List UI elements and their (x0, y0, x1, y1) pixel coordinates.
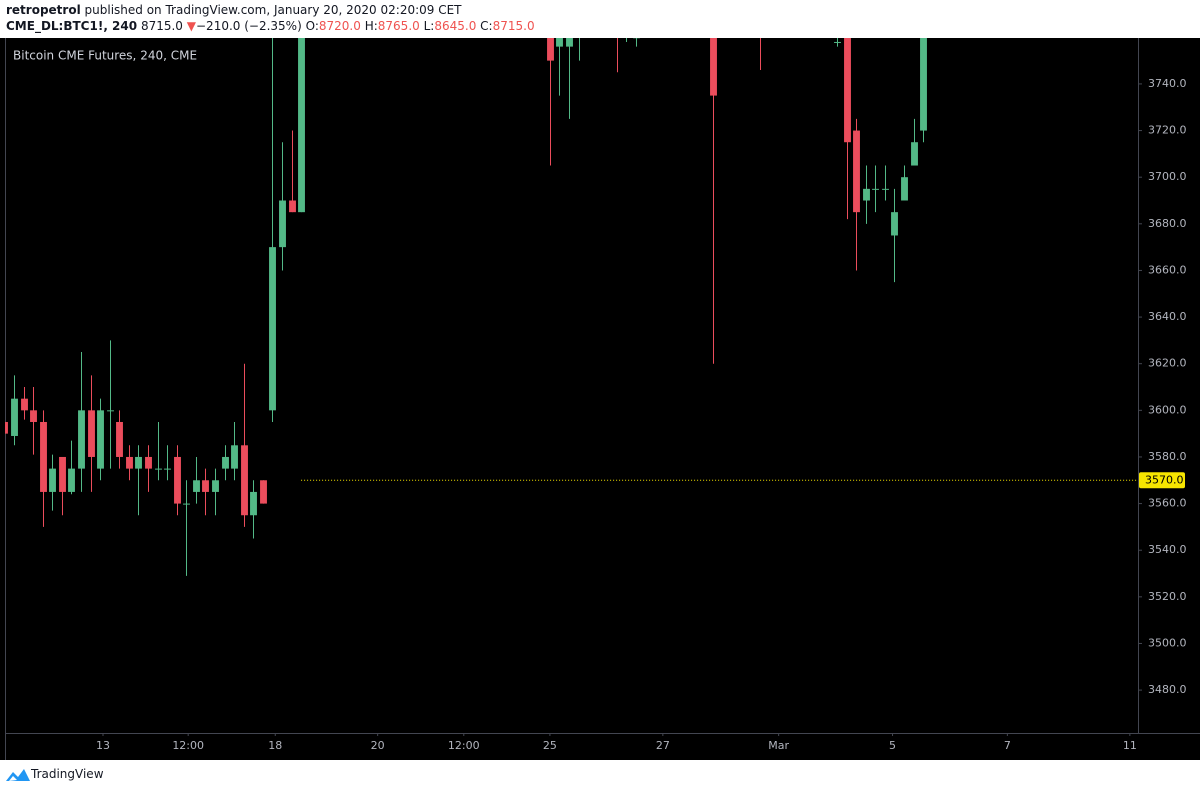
close-label: C: (480, 19, 493, 33)
x-tick-label: 27 (656, 739, 670, 752)
candle-body (135, 456, 142, 469)
candle-body (126, 456, 133, 469)
y-tick-label: 3660.0 (1148, 263, 1187, 276)
symbol: CME_DL:BTC1!, 240 (6, 19, 138, 33)
open-value: 8720.0 (318, 19, 361, 33)
x-tick-label: 13 (96, 739, 110, 752)
candle-body (231, 445, 238, 469)
publisher: retropetrol (6, 3, 81, 17)
candle-body (250, 491, 257, 516)
close-value: 8715.0 (492, 19, 535, 33)
candle-body (863, 188, 870, 201)
candle-body (40, 421, 47, 492)
change-arrow: ▼ (186, 19, 196, 33)
x-tick-label: Mar (768, 739, 789, 752)
candle-body (11, 398, 18, 436)
y-tick-label: 3740.0 (1148, 77, 1187, 90)
x-tick-label: 20 (371, 739, 385, 752)
y-tick-label: 3620.0 (1148, 357, 1187, 370)
candle-body (145, 456, 152, 469)
candle-body (547, 38, 554, 61)
last-price: 8715.0 (140, 19, 183, 33)
candle-body (901, 177, 908, 201)
price-label: 3570.0 (1145, 473, 1184, 486)
published-text: published on TradingView.com, January 20… (84, 3, 462, 17)
candle-body (566, 38, 573, 47)
y-tick-label: 3680.0 (1148, 217, 1187, 230)
candle-body (279, 200, 286, 248)
chart-title: Bitcoin CME Futures, 240, CME (13, 49, 197, 63)
candle-body (97, 410, 104, 469)
plot-area (5, 38, 1138, 576)
open-label: O: (305, 19, 319, 33)
candle-body (68, 468, 75, 492)
high-label: H: (364, 19, 378, 33)
chart-background (0, 38, 1200, 760)
candle-body (853, 130, 860, 213)
candle-body (107, 410, 114, 412)
candle-body (911, 142, 918, 166)
candle-body (844, 38, 851, 143)
y-tick-label: 3480.0 (1148, 683, 1187, 696)
candle-body (260, 480, 267, 504)
logo (6, 769, 30, 781)
candle-body (164, 468, 171, 470)
x-tick-label: 7 (1004, 739, 1011, 752)
high-value: 8765.0 (377, 19, 420, 33)
y-tick-label: 3720.0 (1148, 124, 1187, 137)
candle-body (834, 41, 841, 43)
x-tick-label: 25 (543, 739, 557, 752)
candle-body (30, 410, 37, 422)
price-label-box (1139, 472, 1185, 489)
candle-body (59, 456, 66, 492)
y-tick-label: 3540.0 (1148, 543, 1187, 556)
candle-body (241, 445, 248, 516)
x-tick-label: 12:00 (172, 739, 204, 752)
candle-body (872, 188, 879, 190)
y-tick-label: 3640.0 (1148, 310, 1187, 323)
candle-body (193, 480, 200, 492)
candle-body (174, 456, 181, 504)
y-tick-label: 3600.0 (1148, 403, 1187, 416)
candle-body (710, 38, 717, 96)
x-tick-label: 11 (1123, 739, 1137, 752)
candle-body (183, 503, 190, 505)
candle-body (289, 200, 296, 213)
candle-body (222, 456, 229, 469)
candle-body (88, 410, 95, 457)
candle-body (891, 212, 898, 236)
candle-body (49, 468, 56, 492)
brand: TradingView (31, 767, 104, 781)
candle-body (155, 468, 162, 470)
candle-body (269, 247, 276, 411)
candle-body (920, 38, 927, 131)
header: retropetrol published on TradingView.com… (0, 0, 1200, 38)
candle-body (633, 38, 640, 39)
y-tick-label: 3700.0 (1148, 170, 1187, 183)
y-tick-label: 3500.0 (1148, 636, 1187, 649)
x-tick-label: 12:00 (448, 739, 480, 752)
candle-body (212, 480, 219, 492)
candle-body (78, 410, 85, 469)
quote-line: CME_DL:BTC1!, 240 8715.0 ▼−210.0 (−2.35%… (6, 19, 535, 33)
y-tick-label: 3580.0 (1148, 450, 1187, 463)
publish-line: retropetrol published on TradingView.com… (6, 3, 462, 17)
candle-body (116, 421, 123, 457)
y-tick-label: 3520.0 (1148, 590, 1187, 603)
low-label: L: (423, 19, 435, 33)
x-tick-label: 5 (889, 739, 896, 752)
candle-body (298, 38, 305, 213)
footer: TradingView (0, 760, 1200, 791)
candle-body (21, 398, 28, 411)
candle-body (882, 188, 889, 190)
candle-body (5, 421, 8, 434)
candle-body (556, 38, 563, 47)
y-tick-label: 3560.0 (1148, 497, 1187, 510)
x-tick-label: 18 (268, 739, 282, 752)
candle-body (202, 480, 209, 492)
low-value: 8645.0 (434, 19, 477, 33)
change: −210.0 (−2.35%) (196, 19, 302, 33)
